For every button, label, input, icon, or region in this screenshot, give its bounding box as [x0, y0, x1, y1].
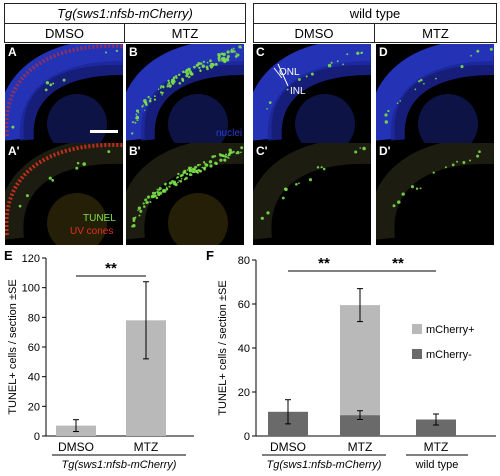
header-mtz-transgenic: MTZ: [125, 24, 246, 43]
error-bar: [73, 419, 79, 433]
group-label: Tg(sws1:nfsb-mCherry): [267, 459, 382, 471]
x-tick-label: DMSO: [58, 440, 94, 454]
chart-e: 0 20 40 60 80 100 120 TUNEL+ cells / section ±S…: [7, 253, 194, 471]
layer-pointer-lines: [273, 63, 289, 87]
micrograph-panel-d: D: [376, 44, 494, 146]
group-label: Tg(sws1:nfsb-mCherry): [62, 459, 177, 471]
panel-letter: A: [8, 45, 17, 59]
y-tick-label: 60: [238, 299, 250, 311]
nuclei-label: nuclei: [216, 128, 243, 139]
x-tick-label: MTZ: [348, 440, 373, 454]
y-tick-label: 20: [238, 387, 250, 399]
group-label: wild type: [415, 459, 459, 471]
micrograph-panel-a: A: [5, 44, 123, 146]
error-bar: [285, 399, 291, 425]
error-bar: [143, 281, 149, 360]
bar-mcherry-neg: [340, 415, 380, 436]
panel-letter: B: [129, 45, 138, 59]
micrograph-image: [5, 44, 123, 146]
micrograph-panel-d2: D': [376, 143, 494, 245]
header-mtz-wildtype: MTZ: [375, 24, 497, 43]
micrograph-image: [253, 143, 371, 245]
micrograph-image: [376, 143, 494, 245]
chart-f: 0 20 40 60 80 TUNEL+ cells / section ±SE DMSO M…: [217, 255, 496, 471]
micrograph-panel-b2: B': [126, 143, 244, 245]
onl-label: ONL: [279, 67, 300, 78]
panel-letter: C': [256, 144, 268, 158]
panel-letter: A': [8, 144, 20, 158]
y-tick-label: 40: [28, 372, 40, 384]
micrograph-image: [376, 44, 494, 146]
panel-letter: C: [256, 45, 265, 59]
y-tick-label: 0: [244, 431, 250, 443]
y-axis-label: TUNEL+ cells / section ±SE: [217, 280, 229, 415]
y-axis-label: TUNEL+ cells / section ±SE: [7, 279, 19, 414]
chart-letter-e: E: [4, 248, 13, 263]
error-bar: [433, 413, 439, 426]
y-tick-label: 60: [28, 342, 40, 354]
scale-bar: [90, 130, 118, 133]
micrograph-image: [126, 44, 244, 146]
bar-mcherry-neg: [416, 419, 456, 436]
error-bar: [357, 410, 363, 420]
micrograph-image: [253, 44, 371, 146]
x-tick-label: DMSO: [270, 440, 306, 454]
panel-letter: D: [379, 45, 388, 59]
legend: mCherry+ mCherry-: [412, 324, 475, 361]
panel-letter: B': [129, 144, 141, 158]
significance-mark: **: [392, 255, 404, 272]
legend-swatch-mcherry-pos: [412, 324, 422, 334]
legend-label-mcherry-neg: mCherry-: [426, 349, 472, 361]
inl-label: INL: [290, 86, 306, 97]
significance-mark: **: [318, 255, 330, 272]
micrograph-panel-b: B: [126, 44, 244, 146]
significance-mark: **: [105, 260, 117, 277]
micrograph-image: [5, 143, 123, 245]
error-bar: [357, 288, 363, 323]
uvcones-label: UV cones: [70, 226, 114, 237]
header-transgenic: Tg(sws1:nfsb-mCherry): [4, 3, 246, 24]
bar-mcherry-pos: [340, 305, 380, 416]
y-tick-label: 120: [22, 253, 40, 265]
header-dmso-wildtype: DMSO: [253, 24, 375, 43]
y-tick-label: 20: [28, 401, 40, 413]
micrograph-panel-c2: C': [253, 143, 371, 245]
micrograph-panel-a2: A': [5, 143, 123, 245]
micrograph-image: [126, 143, 244, 245]
y-tick-label: 100: [22, 283, 40, 295]
legend-swatch-mcherry-neg: [412, 349, 422, 359]
y-tick-label: 80: [238, 255, 250, 267]
panel-letter: D': [379, 144, 391, 158]
header-dmso-transgenic: DMSO: [4, 24, 125, 43]
tunel-label: TUNEL: [83, 213, 116, 224]
legend-label-mcherry-pos: mCherry+: [426, 324, 475, 336]
y-tick-label: 40: [238, 343, 250, 355]
micrograph-panel-c: C: [253, 44, 371, 146]
chart-letter-f: F: [206, 248, 214, 263]
x-tick-label: MTZ: [424, 440, 449, 454]
x-tick-label: MTZ: [134, 440, 159, 454]
y-tick-label: 0: [34, 431, 40, 443]
y-tick-label: 80: [28, 312, 40, 324]
header-wildtype: wild type: [253, 3, 497, 24]
